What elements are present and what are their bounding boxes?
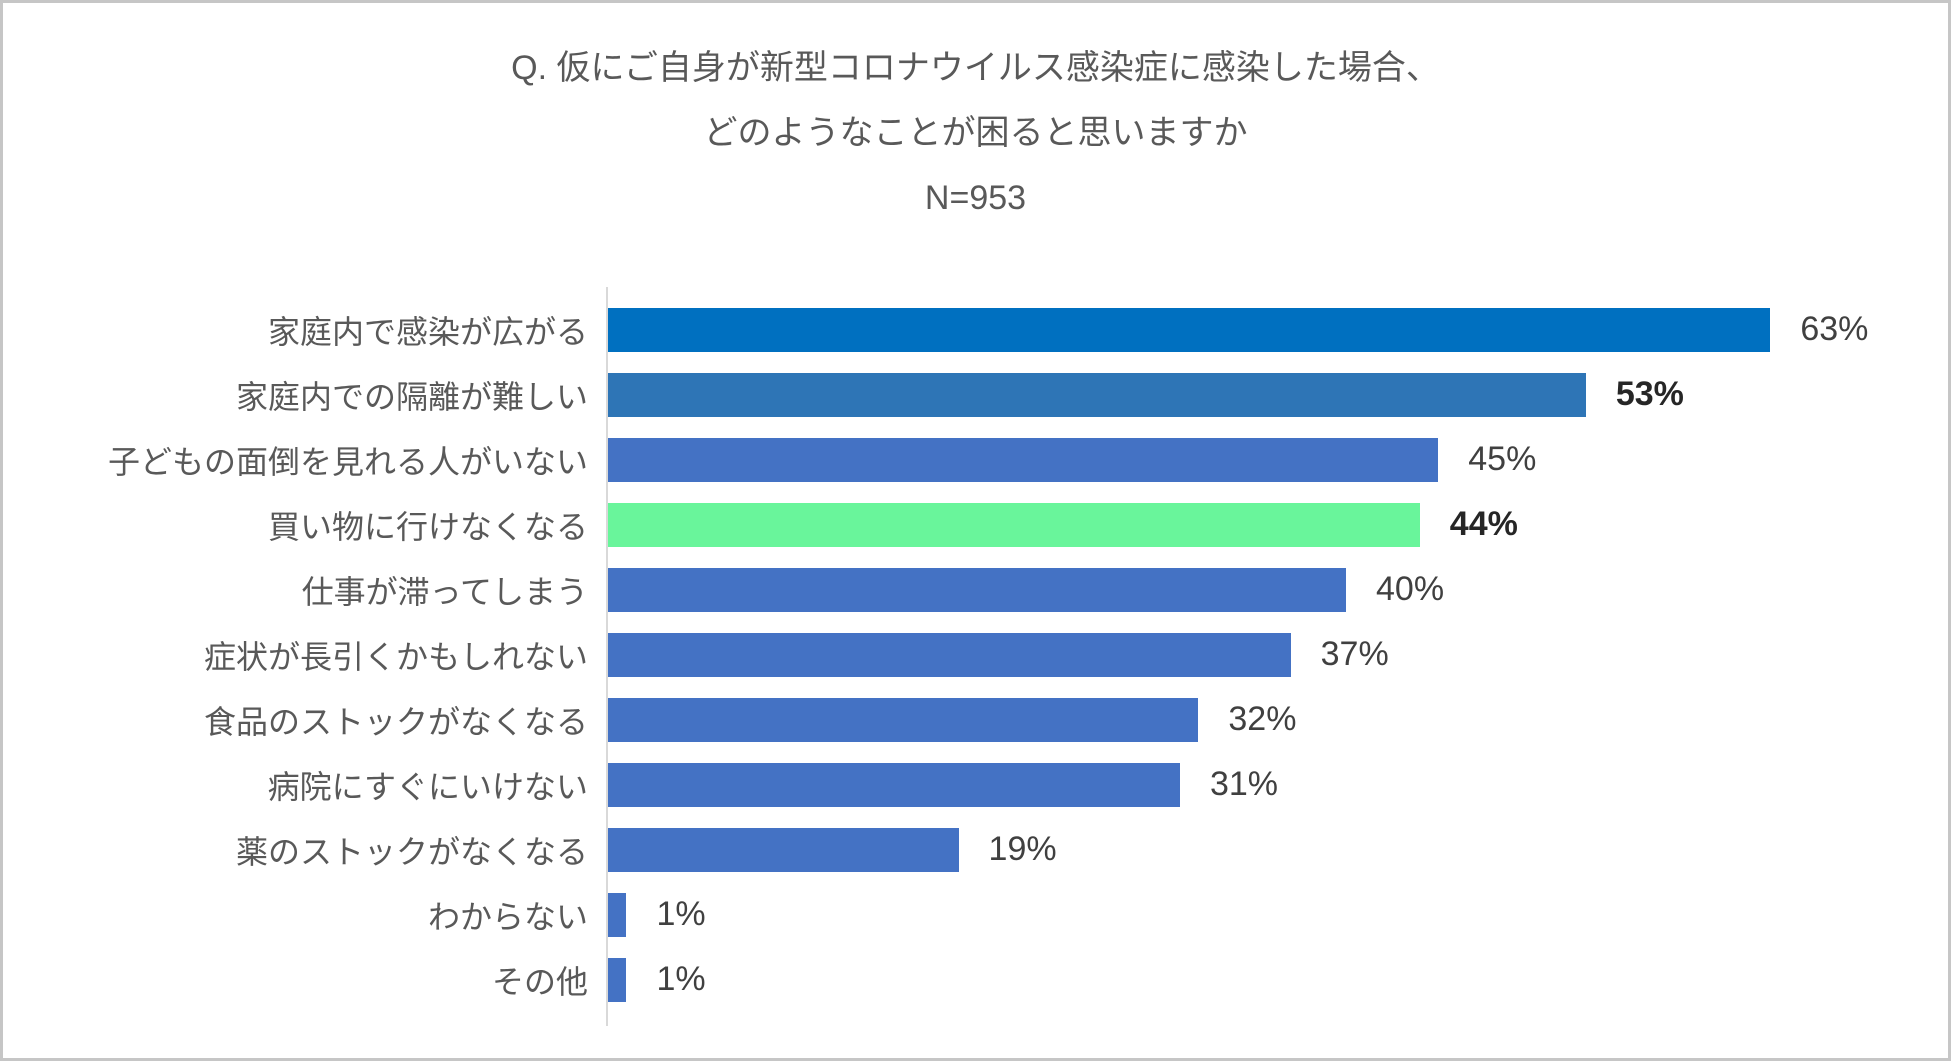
- sample-size: N=953: [924, 179, 1027, 217]
- bar: [608, 567, 1346, 612]
- bar-row: 家庭内での隔離が難しい 53%: [3, 362, 1948, 427]
- bar: [608, 892, 627, 937]
- category-label: 家庭内での隔離が難しい: [235, 378, 588, 415]
- bar-row: 仕事が滞ってしまう 40%: [3, 557, 1948, 622]
- bar-track: 19%: [606, 817, 1948, 882]
- value-label: 37%: [1320, 635, 1389, 673]
- bar: [608, 632, 1291, 677]
- category-label: 薬のストックがなくなる: [235, 833, 588, 870]
- bar-row: わからない 1%: [3, 882, 1948, 947]
- bar-track: 63%: [606, 297, 1948, 362]
- category-label: 症状が長引くかもしれない: [203, 638, 588, 675]
- bar-row: 病院にすぐにいけない 31%: [3, 752, 1948, 817]
- value-label: 31%: [1209, 765, 1278, 803]
- bar: [608, 762, 1180, 807]
- bar-rows: 家庭内で感染が広がる 63% 家庭内での隔離が難しい 53% 子どもの面倒を見れる人がい…: [3, 297, 1948, 1012]
- bar: [608, 697, 1199, 742]
- bar-track: 32%: [606, 687, 1948, 752]
- bar-track: 1%: [606, 947, 1948, 1012]
- bar: [608, 827, 959, 872]
- bar-row: 家庭内で感染が広がる 63%: [3, 297, 1948, 362]
- value-label: 40%: [1376, 570, 1445, 608]
- bar-row: 症状が長引くかもしれない 37%: [3, 622, 1948, 687]
- bar-row: 薬のストックがなくなる 19%: [3, 817, 1948, 882]
- category-label: わからない: [427, 898, 588, 935]
- category-label: 子どもの面倒を見れる人がいない: [107, 443, 588, 480]
- bar-row: 食品のストックがなくなる 32%: [3, 687, 1948, 752]
- value-label: 32%: [1228, 700, 1297, 738]
- bar-chart: 家庭内で感染が広がる 63% 家庭内での隔離が難しい 53% 子どもの面倒を見れる人がい…: [3, 287, 1948, 1026]
- category-label: その他: [491, 963, 588, 1000]
- title-line-2: どのようなことが困ると思いますか: [703, 114, 1248, 152]
- y-axis-line: [606, 287, 608, 1026]
- category-label: 食品のストックがなくなる: [203, 703, 588, 740]
- title-line-1: Q. 仮にご自身が新型コロナウイルス感染症に感染した場合、: [511, 49, 1440, 87]
- bar-row: 子どもの面倒を見れる人がいない 45%: [3, 427, 1948, 492]
- value-label: 45%: [1468, 440, 1537, 478]
- bar-track: 37%: [606, 622, 1948, 687]
- category-label: 仕事が滞ってしまう: [301, 573, 588, 610]
- category-label: 病院にすぐにいけない: [267, 768, 588, 805]
- value-label: 1%: [656, 960, 706, 998]
- value-label: 53%: [1615, 375, 1684, 413]
- bar: [608, 957, 627, 1002]
- bar: [608, 372, 1586, 417]
- category-label: 家庭内で感染が広がる: [267, 313, 588, 350]
- bar: [608, 502, 1420, 547]
- bar-track: 31%: [606, 752, 1948, 817]
- bar-row: その他 1%: [3, 947, 1948, 1012]
- value-label: 44%: [1449, 505, 1518, 543]
- value-label: 19%: [988, 830, 1057, 868]
- bar-track: 53%: [606, 362, 1948, 427]
- value-label: 63%: [1800, 310, 1869, 348]
- bar: [608, 437, 1439, 482]
- category-label: 買い物に行けなくなる: [267, 508, 588, 545]
- chart-title: Q. 仮にご自身が新型コロナウイルス感染症に感染した場合、 どのようなことが困る…: [3, 36, 1948, 231]
- bar-row: 買い物に行けなくなる 44%: [3, 492, 1948, 557]
- bar: [608, 307, 1771, 352]
- bar-track: 40%: [606, 557, 1948, 622]
- bar-track: 45%: [606, 427, 1948, 492]
- bar-track: 44%: [606, 492, 1948, 557]
- value-label: 1%: [656, 895, 706, 933]
- bar-track: 1%: [606, 882, 1948, 947]
